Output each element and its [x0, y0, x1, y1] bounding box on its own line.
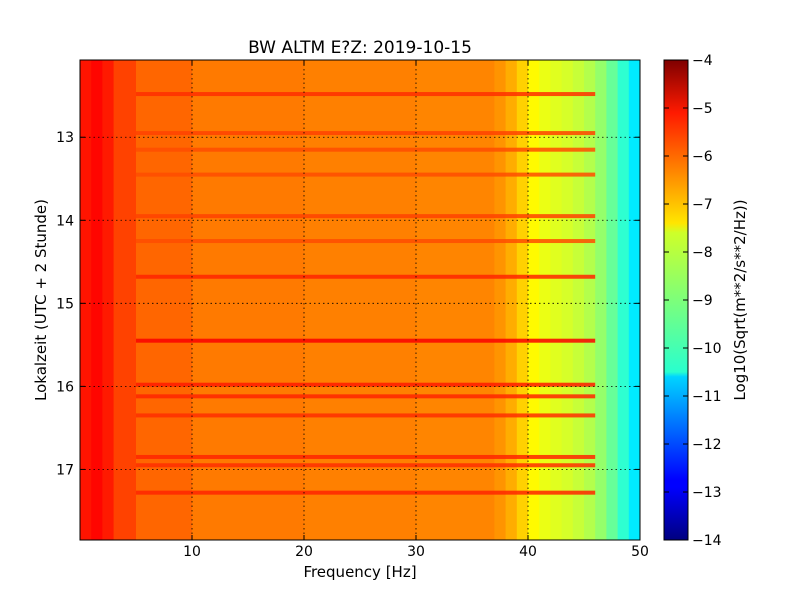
frequency-column	[528, 60, 540, 540]
time-band	[136, 131, 596, 136]
frequency-column	[494, 60, 507, 540]
colorbar-tick-label: −8	[692, 245, 713, 261]
time-band	[136, 274, 596, 279]
y-tick-label: 13	[56, 130, 74, 146]
time-band	[136, 147, 596, 152]
time-band	[136, 413, 596, 418]
frequency-column	[595, 60, 607, 540]
colorbar-tick-label: −6	[692, 149, 713, 165]
x-tick-label: 10	[183, 544, 201, 560]
colorbar-tick-label: −13	[692, 485, 722, 501]
frequency-column	[192, 60, 305, 540]
time-bands	[136, 92, 596, 495]
colorbar-tick-label: −7	[692, 197, 713, 213]
frequency-column	[606, 60, 619, 540]
colorbar-label: Log10(Sqrt(m**2/s**2/Hz))	[731, 199, 749, 400]
x-tick-label: 50	[631, 544, 649, 560]
plot-frame	[79, 59, 641, 541]
frequency-column	[628, 60, 640, 540]
colorbar-tick-label: −5	[692, 101, 713, 117]
time-band	[136, 214, 596, 219]
frequency-column	[304, 60, 417, 540]
y-tick-label: 16	[56, 379, 74, 395]
colorbar-tick-label: −10	[692, 341, 722, 357]
time-band	[136, 239, 596, 244]
x-axis: 10 20 30 40 50	[183, 60, 649, 560]
x-tick-label: 30	[407, 544, 425, 560]
frequency-column	[572, 60, 585, 540]
y-tick-label: 17	[56, 462, 74, 478]
chart-title: BW ALTM E?Z: 2019-10-15	[248, 38, 472, 58]
frequency-column	[505, 60, 518, 540]
x-tick-label: 40	[519, 544, 537, 560]
time-band	[136, 463, 596, 468]
frequency-columns	[80, 60, 640, 540]
time-band	[136, 454, 596, 459]
time-band	[136, 394, 596, 399]
y-tick-label: 14	[56, 213, 74, 229]
frequency-column	[113, 60, 137, 540]
colorbar-tick-label: −9	[692, 293, 713, 309]
colorbar-tick-label: −12	[692, 437, 722, 453]
frequency-column	[516, 60, 529, 540]
time-band	[136, 382, 596, 387]
colorbar: −4 −5 −6 −7 −8 −9 −10 −11 −12 −13 −14 Log10(Sqrt(m…	[663, 53, 749, 549]
frequency-column	[584, 60, 596, 540]
frequency-column	[539, 60, 551, 540]
colorbar-tick-label: −11	[692, 389, 722, 405]
heatmap-area	[80, 60, 640, 540]
x-axis-label: Frequency [Hz]	[303, 563, 416, 581]
colorbar-tick-label: −4	[692, 53, 713, 69]
time-band	[136, 172, 596, 177]
time-band	[136, 490, 596, 495]
time-band	[136, 92, 596, 97]
frequency-column	[617, 60, 630, 540]
frequency-column	[80, 60, 92, 540]
frequency-column	[136, 60, 193, 540]
frequency-column	[561, 60, 574, 540]
frequency-column	[416, 60, 495, 540]
time-band	[136, 338, 596, 343]
x-tick-label: 20	[295, 544, 313, 560]
y-axis: 13 14 15 16 17	[56, 130, 640, 478]
frequency-column	[550, 60, 563, 540]
colorbar-tick-label: −14	[692, 533, 722, 549]
frequency-column	[91, 60, 103, 540]
y-axis-label: Lokalzeit (UTC + 2 Stunde)	[32, 199, 50, 401]
colorbar-ticks: −4 −5 −6 −7 −8 −9 −10 −11 −12 −13 −14	[664, 53, 722, 549]
y-tick-label: 15	[56, 296, 74, 312]
frequency-column	[102, 60, 115, 540]
